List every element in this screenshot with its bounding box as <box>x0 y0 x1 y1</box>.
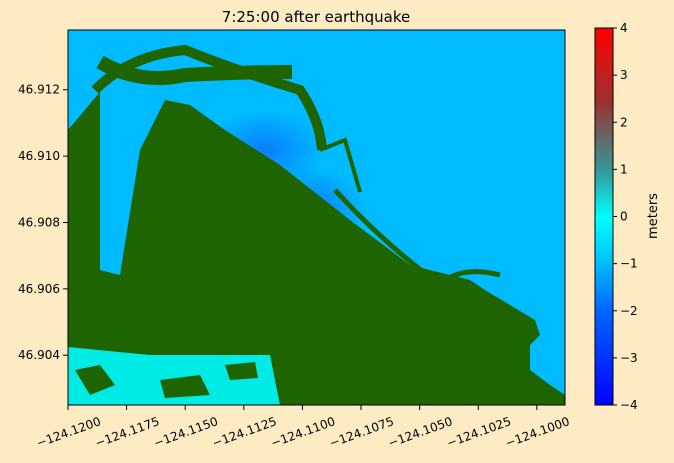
colorbar-tick-label: −1 <box>620 257 638 271</box>
y-axis: 46.904 46.906 46.908 46.910 46.912 <box>18 83 68 362</box>
x-tick-label: −124.1050 <box>386 414 454 450</box>
plot-frame <box>67 29 566 406</box>
x-tick-label: −124.1000 <box>503 414 571 450</box>
outer-jetty <box>333 188 501 289</box>
y-tick-label: 46.910 <box>18 149 60 163</box>
colorbar-gradient <box>594 27 614 406</box>
land-mass <box>68 92 565 405</box>
colorbar-tick-label: −2 <box>620 304 638 318</box>
x-tick-label: −124.1100 <box>269 414 337 450</box>
y-tick-label: 46.912 <box>18 83 60 97</box>
x-axis: −124.1200−124.1175−124.1150−124.1125−124… <box>35 405 572 450</box>
x-tick-label: −124.1150 <box>152 414 220 450</box>
colorbar-tick-label: 3 <box>620 68 628 82</box>
x-tick-label: −124.1125 <box>210 414 278 450</box>
colorbar-tick-label: 2 <box>620 115 628 129</box>
shoreline-patches <box>75 362 258 398</box>
x-tick-label: −124.1200 <box>35 414 103 450</box>
x-tick-label: −124.1025 <box>445 414 513 450</box>
colorbar-tick-label: 4 <box>620 21 628 35</box>
plot-area <box>68 30 565 405</box>
north-jetty <box>319 137 362 193</box>
colorbar-tick-label: −3 <box>620 351 638 365</box>
colorbar-label: meters <box>646 193 661 239</box>
chart-title: 7:25:00 after earthquake <box>222 8 410 26</box>
x-tick-label: −124.1075 <box>328 414 396 450</box>
y-tick-label: 46.904 <box>18 348 60 362</box>
upper-arm <box>96 55 293 86</box>
colorbar-tick-label: 0 <box>620 210 628 224</box>
colorbar: −4 −3 −2 −1 0 1 2 3 4 meters <box>594 21 661 412</box>
y-tick-label: 46.906 <box>18 282 60 296</box>
x-tick-label: −124.1175 <box>93 414 161 450</box>
y-tick-label: 46.908 <box>18 215 60 229</box>
colorbar-tick-label: 1 <box>620 162 628 176</box>
colorbar-tick-label: −4 <box>620 398 638 412</box>
colorbar-ticks: −4 −3 −2 −1 0 1 2 3 4 <box>613 21 638 412</box>
nearshore-band <box>68 347 280 405</box>
